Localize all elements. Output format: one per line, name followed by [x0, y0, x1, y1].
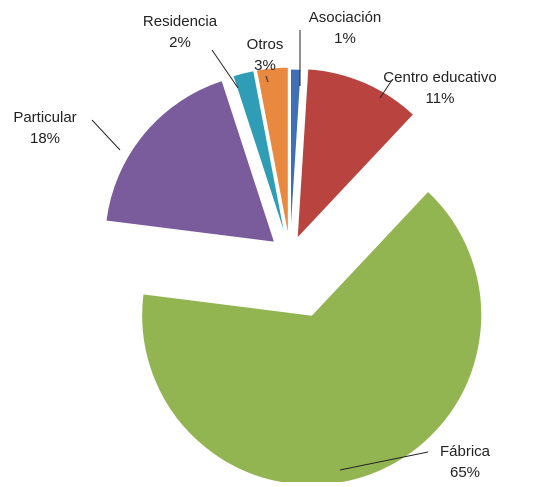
slice-label: Asociación — [309, 9, 382, 26]
slice-label: Particular — [13, 109, 76, 126]
pie-slice — [105, 79, 276, 243]
slice-value: 65% — [450, 464, 480, 481]
pie-slice — [141, 190, 483, 486]
pie-slice — [255, 66, 289, 238]
slice-value: 18% — [30, 130, 60, 147]
leader-line — [91, 119, 121, 151]
leader-line — [211, 49, 239, 89]
slice-value: 2% — [169, 34, 191, 51]
leader-line — [379, 79, 393, 99]
leader-line — [339, 451, 429, 471]
slice-label: Otros — [247, 36, 284, 53]
slice-value: 1% — [334, 30, 356, 47]
slice-value: 3% — [254, 57, 276, 74]
pie-slice — [296, 68, 415, 240]
slice-label: Centro educativo — [383, 69, 496, 86]
slice-label: Residencia — [143, 13, 218, 30]
leader-line — [265, 75, 269, 83]
slice-value: 11% — [426, 90, 455, 107]
slice-label: Fábrica — [440, 443, 491, 460]
pie-slice — [290, 68, 302, 240]
pie-slice — [232, 69, 287, 238]
